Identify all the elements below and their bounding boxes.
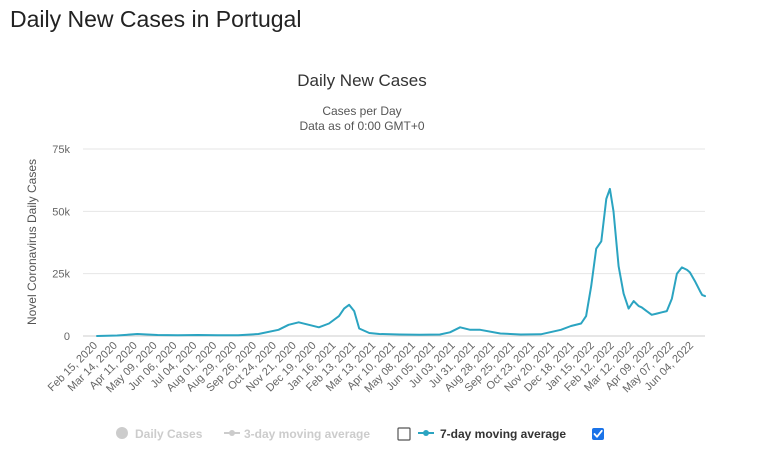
y-axis-ticks: 0 25k 50k 75k <box>52 144 70 343</box>
series-line-7-day-moving-average <box>96 187 706 337</box>
checkbox-7-day-average[interactable] <box>592 428 604 440</box>
legend: Daily Cases 3-day moving average 7-day m… <box>116 427 604 441</box>
legend-label-3-day-average: 3-day moving average <box>244 427 370 441</box>
legend-item-3-day-average[interactable]: 3-day moving average <box>224 427 370 441</box>
legend-label-7-day-average: 7-day moving average <box>440 427 566 441</box>
legend-marker-daily-cases <box>116 427 128 439</box>
y-tick-label: 0 <box>64 331 70 343</box>
chart-title: Daily New Cases <box>297 71 426 90</box>
legend-marker-3-day-average <box>229 430 235 436</box>
legend-item-7-day-average[interactable]: 7-day moving average <box>418 427 566 441</box>
checkbox-3-day-average[interactable] <box>397 427 411 441</box>
y-tick-label: 25k <box>52 269 70 281</box>
y-axis-label: Novel Coronavirus Daily Cases <box>25 159 39 325</box>
gridlines <box>83 148 705 337</box>
legend-marker-7-day-average <box>423 430 429 436</box>
y-tick-label: 75k <box>52 144 70 156</box>
chart-subtitle-line-2: Data as of 0:00 GMT+0 <box>299 119 424 133</box>
legend-label-daily-cases: Daily Cases <box>135 427 203 441</box>
checkmark-icon <box>593 429 603 438</box>
series-group <box>96 187 706 337</box>
chart-subtitle-line-1: Cases per Day <box>322 104 401 118</box>
legend-item-daily-cases[interactable]: Daily Cases <box>116 427 203 441</box>
page-heading: Daily New Cases in Portugal <box>10 6 302 32</box>
y-tick-label: 50k <box>52 206 70 218</box>
